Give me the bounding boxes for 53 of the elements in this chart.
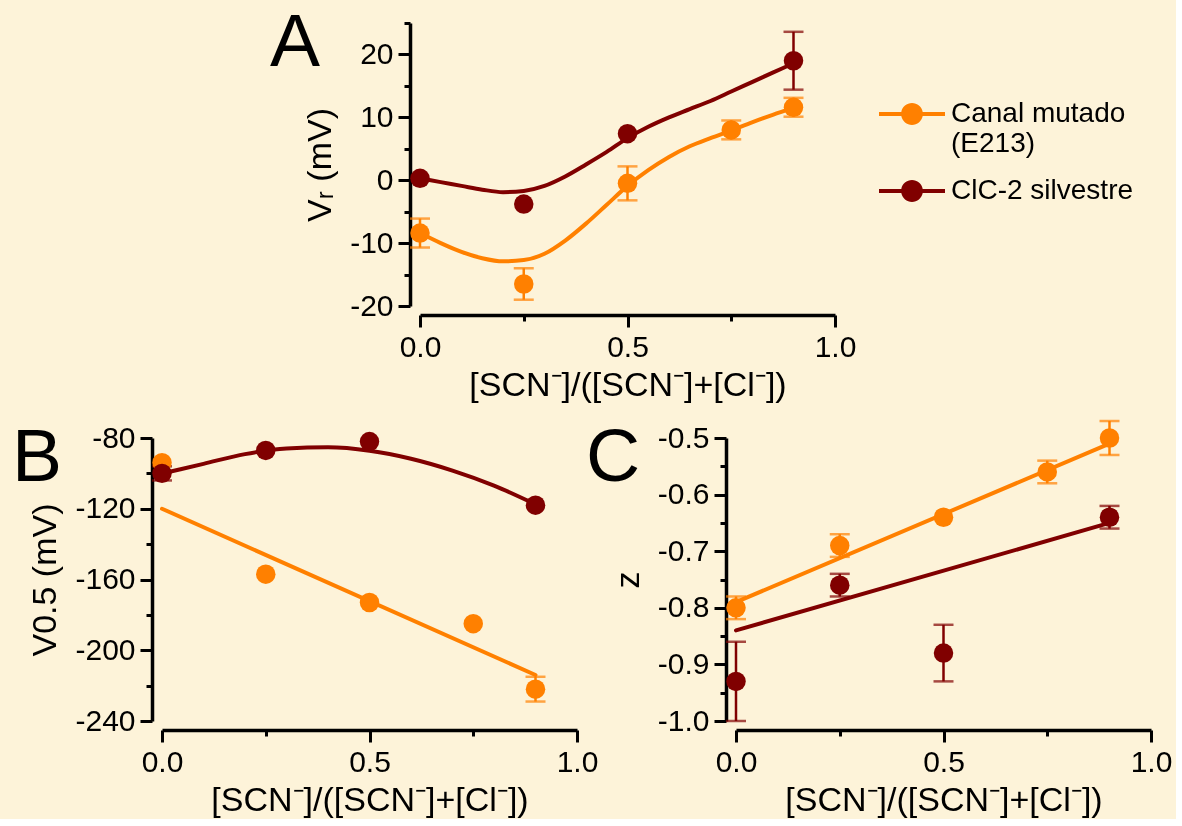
- y-tick-label: 0: [376, 162, 394, 196]
- point: [463, 613, 483, 634]
- y-tick-label: 10: [360, 99, 394, 133]
- legend-label: Canal mutado (E213): [951, 97, 1126, 158]
- x-tick-label: 1.0: [556, 744, 599, 778]
- chart-title: A: [270, 0, 321, 82]
- x-tick-label: 1.0: [1130, 744, 1173, 778]
- point: [359, 592, 380, 613]
- point: [933, 507, 954, 527]
- x-axis-title: [SCN⁻]/([SCN⁻]+[Cl⁻]): [785, 779, 1103, 818]
- x-tick-label: 0.0: [141, 744, 184, 778]
- legend-label: ClC-2 silvestre: [951, 174, 1134, 205]
- y-tick-label: -80: [92, 420, 136, 454]
- point: [359, 431, 380, 452]
- y-tick-label: -0.9: [657, 646, 710, 680]
- point: [1099, 428, 1120, 448]
- y-tick-label: 20: [360, 36, 394, 70]
- y-tick-label: -0.5: [657, 420, 710, 454]
- point: [256, 564, 276, 584]
- x-tick-label: 0.5: [923, 744, 965, 778]
- x-tick-label: 0.5: [607, 329, 649, 363]
- point: [410, 168, 430, 189]
- point: [525, 495, 546, 515]
- x-axis-title: [SCN⁻]/([SCN⁻]+[Cl⁻]): [469, 364, 787, 403]
- y-axis-title: Vᵣ (mV): [300, 108, 339, 222]
- y-tick-label: -0.7: [657, 533, 710, 567]
- y-axis-title: V0.5 (mV): [25, 503, 64, 657]
- point: [514, 274, 534, 294]
- y-tick-label: -20: [350, 288, 394, 322]
- point: [514, 194, 534, 214]
- y-axis-title: z: [607, 571, 646, 589]
- y-tick-label: -0.8: [657, 590, 710, 624]
- x-tick-label: 0.0: [715, 744, 758, 778]
- y-tick-label: -0.6: [657, 477, 710, 511]
- point: [933, 643, 954, 663]
- chart-title: B: [12, 413, 63, 497]
- point: [617, 123, 638, 144]
- x-axis-title: [SCN⁻]/([SCN⁻]+[Cl⁻]): [211, 779, 529, 818]
- point: [410, 223, 430, 243]
- y-tick-label: -200: [75, 632, 136, 666]
- y-tick-label: -1.0: [657, 703, 710, 737]
- x-tick-label: 1.0: [814, 329, 857, 363]
- y-tick-label: -120: [75, 491, 136, 525]
- chart-title: C: [586, 413, 641, 497]
- y-tick-label: -10: [350, 225, 394, 259]
- point: [256, 440, 276, 461]
- y-tick-label: -240: [75, 703, 136, 737]
- point: [783, 51, 804, 71]
- x-tick-label: 0.0: [399, 329, 442, 363]
- x-tick-label: 0.5: [349, 744, 391, 778]
- point: [617, 173, 638, 194]
- y-tick-label: -160: [75, 562, 136, 595]
- point: [726, 671, 746, 692]
